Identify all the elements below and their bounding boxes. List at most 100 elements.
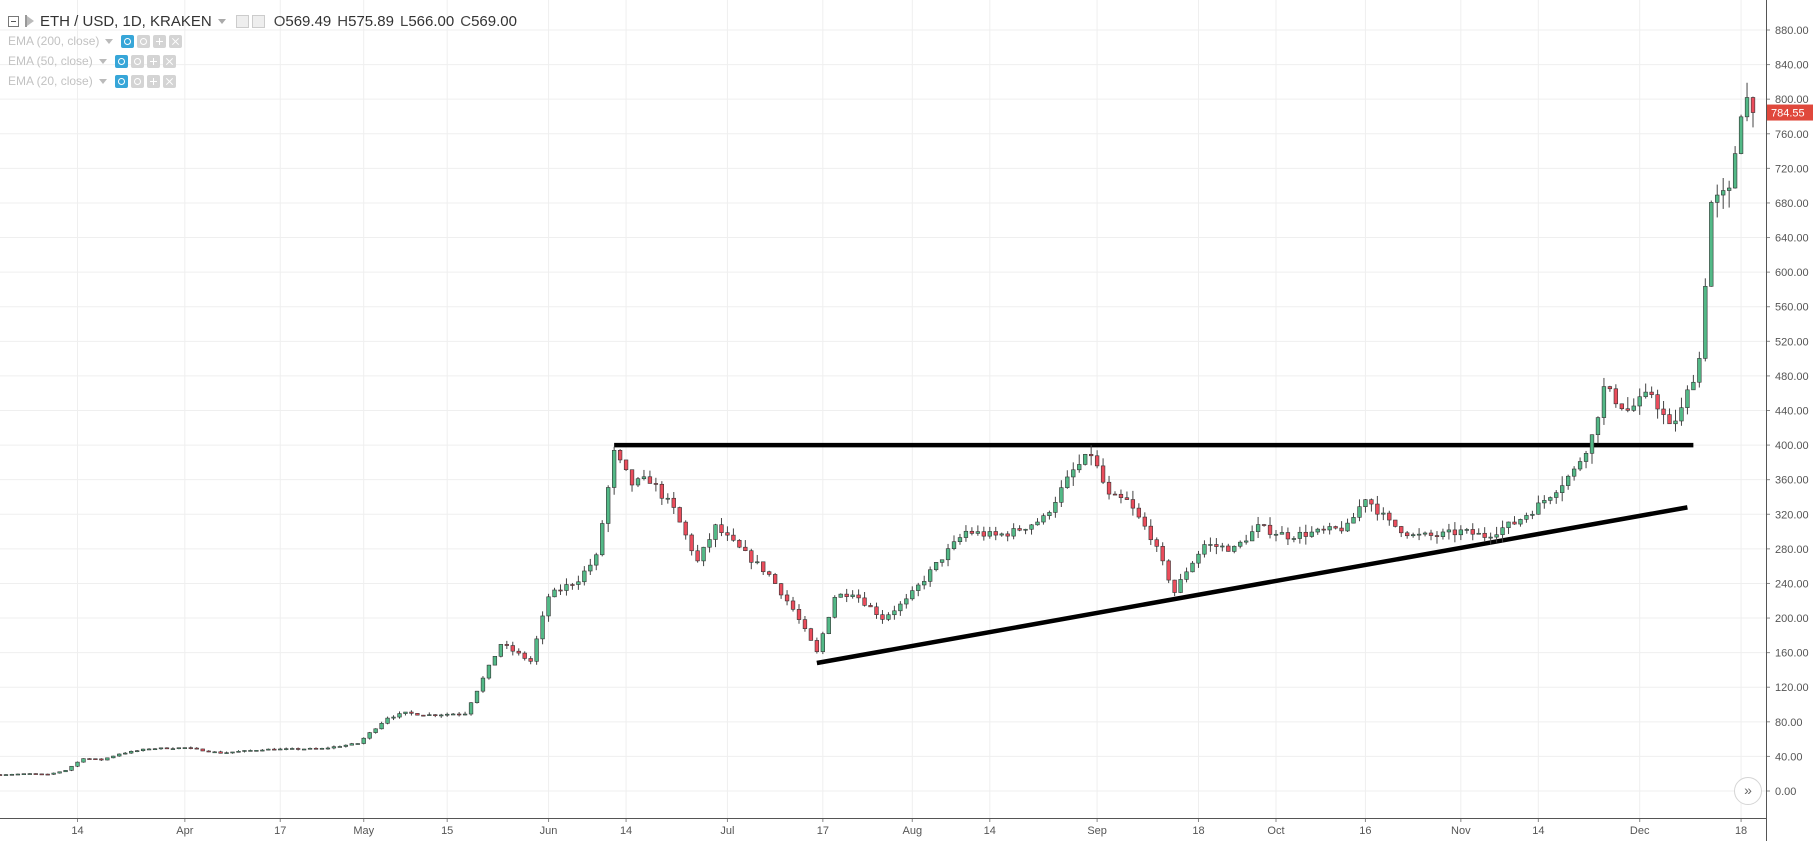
candle [880,610,885,624]
candle-body [677,507,682,523]
candle-body [498,644,504,657]
candle [1208,537,1213,552]
candle-body [1363,499,1368,507]
candle-body [15,773,21,776]
scroll-to-realtime-button[interactable]: » [1734,777,1762,805]
gear-icon[interactable] [130,74,144,88]
candle-body [1625,408,1630,411]
candle-body [105,757,110,761]
eye-icon[interactable] [114,54,128,68]
candle-body [1166,560,1171,581]
candle [904,593,909,609]
candle [486,664,492,680]
x-tick-label: Jun [540,825,558,837]
candle [772,572,778,584]
ohlc-high-value: 575.89 [348,12,394,30]
candle-body [331,746,337,749]
candle-body [206,750,211,753]
candle [540,611,545,645]
y-tick-label: 880.00 [1775,25,1809,37]
candle [164,747,170,750]
candle [963,525,969,542]
candle [1017,525,1022,532]
candle [1160,542,1165,566]
candle [379,721,384,730]
candle [1691,374,1696,391]
candle [1047,510,1052,520]
close-icon[interactable] [169,34,183,48]
y-tick-label: 640.00 [1775,233,1809,245]
candle-body [1416,533,1422,536]
plus-icon[interactable] [146,74,160,88]
candle-body [647,476,653,484]
eye-icon[interactable] [235,14,249,28]
indicator-ema-20[interactable]: EMA (20, close) [8,72,179,90]
indicator-label[interactable]: EMA (200, close) [8,34,100,48]
candle-body [1542,500,1547,504]
plus-icon[interactable] [146,54,160,68]
candle-body [838,593,843,598]
eye-icon[interactable] [114,74,128,88]
symbol-title[interactable]: ETH / USD, 1D, KRAKEN [40,12,212,30]
indicator-ema-200[interactable]: EMA (200, close) [8,32,185,50]
candle [1130,490,1136,516]
eye-icon[interactable] [121,34,135,48]
candle [1577,457,1583,472]
candle-body [1351,517,1356,524]
candle [1470,523,1475,541]
candle [146,748,152,751]
chevron-down-icon[interactable] [98,78,107,84]
candle [683,520,688,540]
indicator-ema-50[interactable]: EMA (50, close) [8,52,179,70]
candle [653,477,659,492]
candle-body [1536,502,1541,515]
candle-body [1667,414,1672,425]
candle-body [600,523,605,556]
flag-icon[interactable] [25,15,34,27]
candle [87,758,92,760]
candle [1297,526,1302,544]
candle [1118,489,1124,504]
candle [570,582,575,590]
candle [1399,525,1404,538]
candle-body [1422,532,1428,535]
candle-body [1560,485,1565,493]
candle-body [743,546,748,552]
candle-body [516,650,521,654]
candle [987,526,992,539]
indicator-label[interactable]: EMA (50, close) [8,54,93,68]
candle [1178,573,1183,594]
candle-body [910,590,915,600]
y-tick-label: 120.00 [1775,682,1809,694]
candle [1071,462,1076,486]
candle-body [1011,528,1016,537]
candle [1613,384,1619,408]
candle-body [1506,521,1511,529]
candle [981,526,986,541]
candle [933,562,939,572]
chevron-down-icon[interactable] [98,58,107,64]
candle [57,771,62,774]
collapse-icon[interactable] [8,15,19,27]
candle [1315,527,1320,535]
close-icon[interactable] [162,74,176,88]
ohlc-open-label: O [273,12,286,30]
candle-body [123,752,128,755]
gear-icon[interactable] [251,14,265,28]
candle-body [1065,476,1070,488]
close-icon[interactable] [162,54,176,68]
plus-icon[interactable] [153,34,167,48]
chevron-down-icon[interactable] [217,18,226,24]
indicator-label[interactable]: EMA (20, close) [8,74,93,88]
candle [892,605,897,620]
candle-body [27,773,32,775]
y-tick-label: 240.00 [1775,578,1809,590]
gear-icon[interactable] [137,34,151,48]
candle [403,711,408,716]
gear-icon[interactable] [130,54,144,68]
chevron-down-icon[interactable] [105,38,114,44]
candle-body [486,664,492,679]
candle [3,774,9,776]
